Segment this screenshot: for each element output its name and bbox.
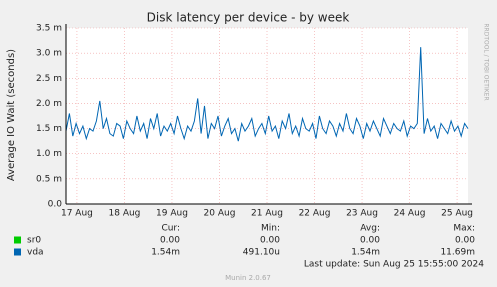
legend-label: vda (27, 248, 44, 258)
column-header: Cur: (161, 224, 180, 234)
x-tick-label: 19 Aug (156, 209, 188, 219)
x-tick-label: 25 Aug (441, 209, 473, 219)
legend-value: 0.00 (260, 236, 280, 246)
legend-value: 491.10u (243, 248, 280, 258)
column-header: Max: (453, 224, 475, 234)
x-tick-label: 21 Aug (251, 209, 283, 219)
y-tick-label: 3.5 m (36, 24, 62, 34)
x-tick-label: 17 Aug (61, 209, 93, 219)
y-tick-label: 0.0 (48, 200, 63, 210)
y-tick-label: 2.5 m (36, 74, 62, 84)
chart-title: Disk latency per device - by week (147, 11, 350, 25)
y-tick-label: 2.0 m (36, 99, 62, 109)
line-series (65, 47, 469, 142)
column-header: Avg: (360, 224, 380, 234)
footer: Munin 2.0.67 (225, 274, 271, 282)
y-tick-label: 0.5 m (36, 174, 62, 184)
legend-value: 1.54m (351, 248, 380, 258)
legend-value: 11.69m (440, 248, 475, 258)
legend-value: 0.00 (160, 236, 180, 246)
y-tick-label: 1.5 m (36, 124, 62, 134)
last-update: Last update: Sun Aug 25 15:55:00 2024 (304, 260, 484, 270)
x-tick-label: 23 Aug (346, 209, 378, 219)
x-tick-label: 18 Aug (109, 209, 141, 219)
column-header: Min: (261, 224, 280, 234)
x-tick-label: 20 Aug (204, 209, 236, 219)
legend-swatch (14, 236, 21, 244)
y-axis-label: Average IO Wait (seconds) (6, 49, 17, 181)
legend-value: 0.00 (455, 236, 475, 246)
side-text: RRDTOOL / TOBI OETIKER (483, 23, 490, 100)
legend-value: 1.54m (151, 248, 180, 258)
y-tick-label: 1.0 m (36, 149, 62, 159)
x-tick-label: 22 Aug (299, 209, 331, 219)
y-tick-label: 3.0 m (36, 49, 62, 59)
x-tick-label: 24 Aug (394, 209, 426, 219)
legend-swatch (14, 248, 21, 256)
legend-label: sr0 (27, 236, 41, 246)
legend-value: 0.00 (360, 236, 380, 246)
